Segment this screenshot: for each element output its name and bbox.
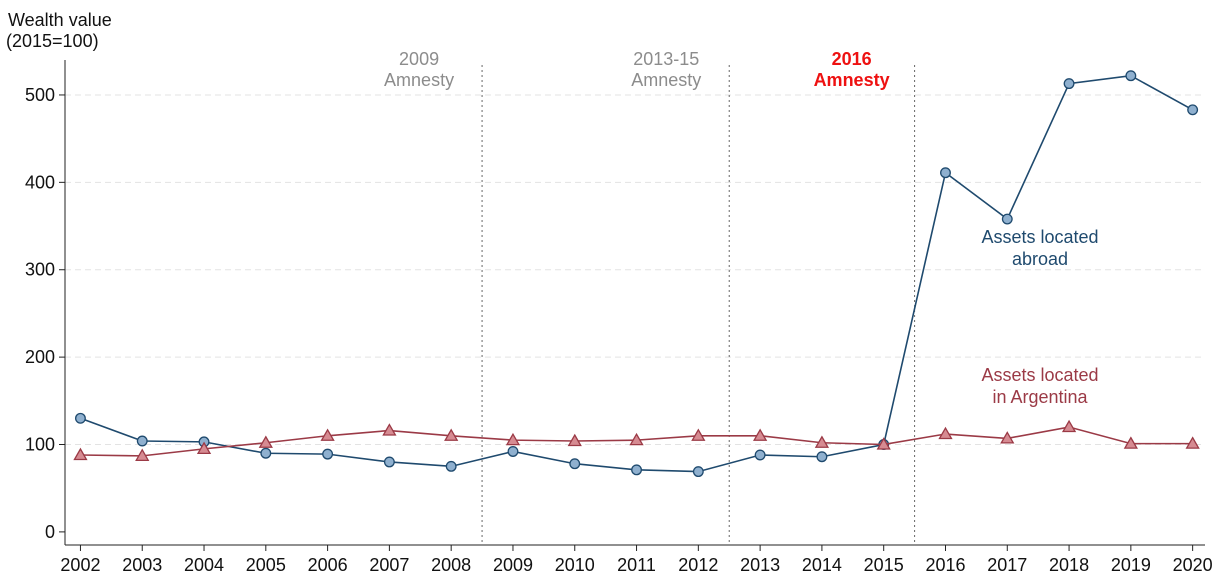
marker: [1185, 436, 1200, 449]
x-tick-label: 2006: [308, 555, 348, 575]
marker: [1125, 70, 1137, 82]
x-tick-label: 2010: [555, 555, 595, 575]
x-tick-label: 2017: [987, 555, 1027, 575]
y-tick-label: 200: [25, 347, 55, 367]
annotation: Amnesty: [814, 70, 890, 90]
series-line: [80, 74, 1194, 473]
x-tick-label: 2002: [60, 555, 100, 575]
marker: [629, 432, 644, 446]
marker: [383, 456, 395, 468]
marker: [569, 458, 581, 470]
marker: [567, 433, 582, 447]
marker: [196, 441, 212, 455]
x-tick-label: 2011: [617, 555, 656, 575]
x-tick-label: 2013: [740, 555, 780, 575]
marker: [507, 446, 519, 457]
series-label: in Argentina: [992, 387, 1088, 407]
annotation: 2009: [399, 49, 439, 69]
marker: [938, 426, 953, 440]
annotation: Amnesty: [384, 70, 454, 90]
x-tick-label: 2008: [431, 555, 471, 575]
y-tick-label: 500: [25, 85, 55, 105]
marker: [631, 464, 642, 476]
x-tick-label: 2003: [122, 555, 162, 575]
x-tick-label: 2019: [1111, 555, 1151, 575]
x-tick-label: 2015: [864, 555, 904, 575]
marker: [322, 448, 334, 460]
series-label: abroad: [1012, 249, 1068, 269]
marker: [74, 412, 86, 424]
marker: [692, 466, 704, 478]
marker: [940, 167, 951, 179]
marker: [382, 423, 397, 436]
marker: [1061, 419, 1077, 433]
marker: [136, 435, 148, 447]
annotation: 2016: [832, 49, 872, 69]
marker: [876, 437, 891, 450]
marker: [753, 428, 768, 441]
marker: [1063, 78, 1075, 90]
marker: [445, 460, 457, 472]
marker: [135, 448, 150, 462]
marker: [320, 428, 335, 441]
x-tick-label: 2005: [246, 555, 286, 575]
x-tick-label: 2018: [1049, 555, 1089, 575]
marker: [444, 428, 459, 441]
marker: [1187, 104, 1199, 116]
marker: [691, 428, 706, 441]
marker: [73, 447, 88, 461]
x-tick-label: 2012: [678, 555, 718, 575]
y-tick-label: 0: [45, 522, 55, 542]
annotation: 2013-15: [633, 49, 699, 69]
x-tick-label: 2016: [925, 555, 965, 575]
y-tick-label: 100: [25, 435, 55, 455]
series-label: Assets located: [981, 365, 1098, 385]
y-axis-title: (2015=100): [6, 31, 99, 51]
y-tick-label: 400: [25, 172, 55, 192]
y-tick-label: 300: [25, 260, 55, 280]
x-tick-label: 2014: [802, 555, 842, 575]
marker: [1001, 213, 1013, 225]
x-tick-label: 2020: [1173, 555, 1213, 575]
x-tick-label: 2009: [493, 555, 533, 575]
marker: [754, 449, 766, 461]
marker: [258, 435, 273, 448]
marker: [260, 447, 272, 459]
x-tick-label: 2007: [369, 555, 409, 575]
marker: [1000, 431, 1015, 444]
marker: [816, 451, 828, 463]
x-tick-label: 2004: [184, 555, 224, 575]
marker: [1123, 436, 1138, 449]
marker: [814, 435, 830, 448]
annotation: Amnesty: [631, 70, 701, 90]
y-axis-title: Wealth value: [8, 10, 112, 30]
marker: [505, 432, 521, 446]
series-label: Assets located: [981, 227, 1098, 247]
